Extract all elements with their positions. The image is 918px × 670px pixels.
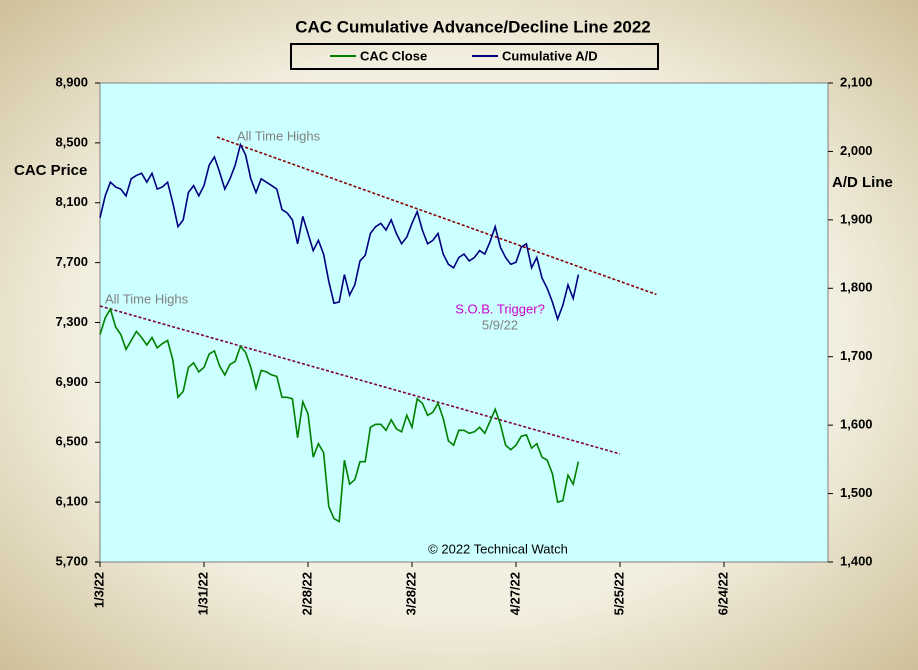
y2-tick-label: 1,400 (840, 553, 873, 568)
x-tick-label: 3/28/22 (403, 572, 418, 615)
legend-label: Cumulative A/D (502, 48, 598, 63)
y2-tick-label: 1,700 (840, 348, 873, 363)
x-tick-label: 1/3/22 (91, 572, 106, 608)
x-tick-label: 5/25/22 (611, 572, 626, 615)
y-tick-label: 6,100 (55, 494, 88, 509)
legend-label: CAC Close (360, 48, 427, 63)
y-tick-label: 7,700 (55, 254, 88, 269)
x-tick-label: 2/28/22 (299, 572, 314, 615)
y2-tick-label: 2,100 (840, 74, 873, 89)
y-tick-label: 8,500 (55, 134, 88, 149)
y-tick-label: 8,900 (55, 74, 88, 89)
annotation: © 2022 Technical Watch (428, 541, 568, 556)
annotation: All Time Highs (237, 128, 321, 143)
y-axis-label: CAC Price (14, 162, 87, 179)
x-tick-label: 1/31/22 (195, 572, 210, 615)
series-line (99, 142, 580, 322)
y2-tick-label: 1,800 (840, 280, 873, 295)
chart-title: CAC Cumulative Advance/Decline Line 2022 (295, 17, 651, 36)
y2-tick-label: 1,600 (840, 417, 873, 432)
y2-tick-label: 2,000 (840, 143, 873, 158)
annotation: All Time Highs (105, 291, 189, 306)
legend (290, 43, 659, 70)
y2-tick-label: 1,500 (840, 485, 873, 500)
x-tick-label: 6/24/22 (715, 572, 730, 615)
annotation: S.O.B. Trigger? (455, 301, 545, 316)
y-tick-label: 5,700 (55, 553, 88, 568)
x-tick-label: 4/27/22 (507, 572, 522, 615)
y-tick-label: 7,300 (55, 314, 88, 329)
plot-area (99, 82, 829, 563)
y-tick-label: 6,500 (55, 434, 88, 449)
y-tick-label: 6,900 (55, 374, 88, 389)
series-line (99, 306, 580, 523)
y-tick-label: 8,100 (55, 194, 88, 209)
annotation: 5/9/22 (482, 317, 518, 332)
trend-line (99, 305, 621, 455)
trend-line (216, 136, 657, 296)
y2-axis-label: A/D Line (832, 174, 893, 191)
y2-tick-label: 1,900 (840, 211, 873, 226)
